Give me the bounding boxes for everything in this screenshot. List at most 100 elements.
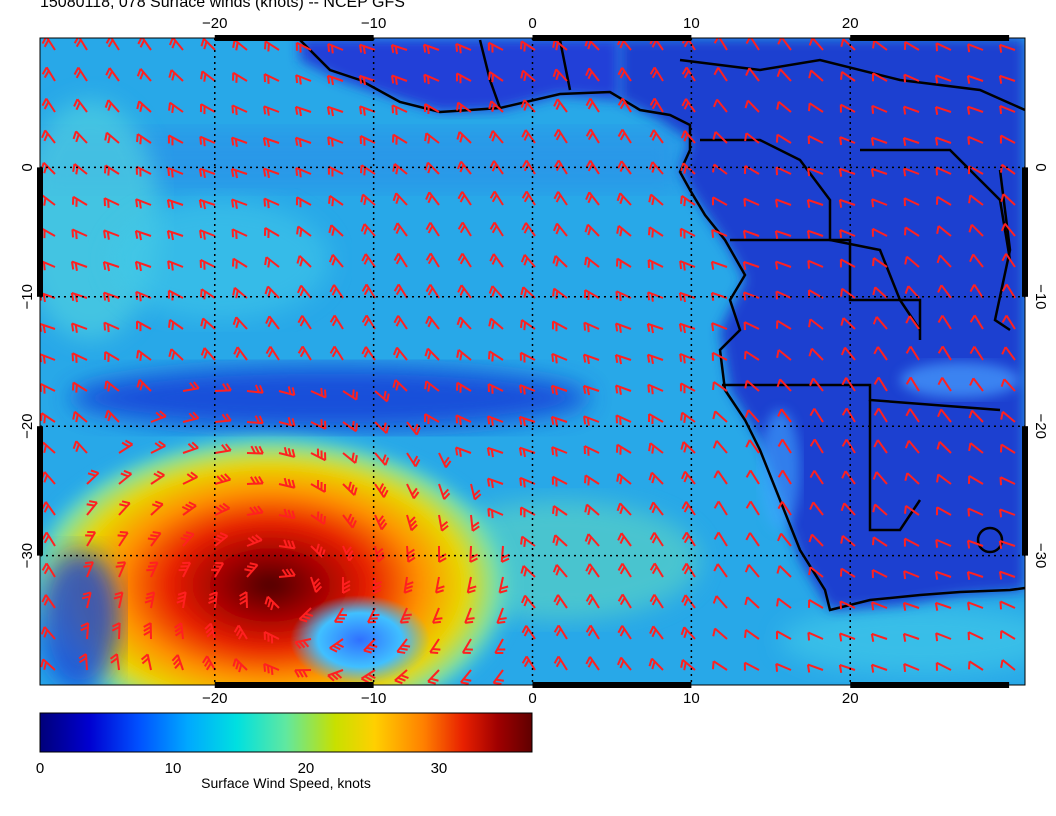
wind-barb — [342, 481, 358, 496]
wind-barb — [425, 191, 440, 206]
wind-barb — [86, 500, 98, 516]
wind-barb — [232, 39, 248, 51]
colorbar-tick-label: 0 — [36, 760, 44, 777]
wind-barb — [808, 566, 824, 578]
wind-barb — [678, 322, 696, 334]
wind-barb — [263, 105, 280, 116]
wind-barb — [934, 136, 952, 146]
wind-barb — [134, 260, 152, 272]
wind-barb — [711, 228, 728, 238]
wind-barb — [902, 601, 920, 611]
wind-barb — [967, 135, 984, 145]
wind-barb — [174, 622, 184, 640]
wind-barb — [713, 500, 728, 516]
wind-barb — [296, 225, 312, 237]
wind-barb — [713, 98, 728, 113]
wind-barb — [455, 381, 472, 393]
lat-lon-grid — [40, 38, 1025, 685]
wind-barb — [777, 469, 792, 485]
wind-barb — [649, 562, 664, 578]
lon-tick-label-bottom: −10 — [361, 690, 386, 707]
wind-barb — [585, 67, 600, 82]
wind-barb — [839, 103, 856, 113]
wind-barb — [584, 533, 600, 547]
wind-barb — [396, 638, 411, 654]
wind-barb — [776, 100, 792, 113]
wind-barb — [329, 345, 344, 361]
colorbar-label: Surface Wind Speed, knots — [201, 775, 371, 791]
wind-barb — [553, 594, 568, 609]
wind-barb — [111, 622, 121, 640]
wind-barb — [464, 607, 475, 624]
wind-barb — [232, 316, 248, 330]
wind-barb — [429, 638, 441, 655]
wind-barb — [200, 347, 216, 361]
wind-barb — [423, 73, 440, 85]
wind-barb — [777, 501, 792, 516]
wind-barb — [456, 101, 472, 113]
wind-barb — [423, 413, 440, 425]
wind-barb — [552, 534, 568, 547]
wind-barb — [903, 570, 920, 580]
wind-barb — [358, 43, 376, 55]
wind-barb — [147, 531, 162, 547]
wind-barb — [969, 284, 984, 299]
wind-barb — [487, 415, 504, 426]
lon-tick-label-top: 20 — [842, 15, 859, 32]
wind-barb — [583, 415, 600, 426]
wind-barb — [521, 222, 536, 237]
wind-barb — [263, 630, 280, 644]
wind-barb — [469, 545, 479, 563]
wind-barb — [310, 511, 326, 525]
wind-barb — [487, 41, 504, 53]
wind-barb — [342, 452, 358, 464]
wind-barb — [200, 317, 216, 330]
wind-barb — [198, 167, 216, 179]
wind-barb — [775, 319, 792, 330]
wind-barb — [937, 314, 952, 330]
colorbar-tick-label: 30 — [431, 760, 448, 777]
wind-barb — [328, 224, 344, 237]
wind-barb — [520, 565, 536, 578]
wind-barb — [806, 198, 824, 208]
wind-barb — [342, 389, 359, 401]
wind-barb — [617, 625, 632, 640]
wind-barb — [41, 66, 56, 82]
wind-barb — [391, 104, 408, 115]
wind-barb — [113, 591, 124, 609]
wind-barb — [744, 409, 760, 423]
wind-barb — [427, 669, 440, 685]
wind-barb — [903, 167, 920, 177]
wind-barb — [296, 255, 312, 268]
lon-tick-label-bottom: −20 — [202, 690, 227, 707]
wind-barb — [105, 38, 120, 51]
wind-barb — [166, 229, 184, 241]
wind-barb — [649, 532, 664, 547]
wind-barb — [998, 74, 1016, 84]
wind-barb — [422, 43, 440, 55]
wind-barb — [999, 105, 1016, 115]
wind-barb — [648, 442, 664, 454]
wind-barb — [136, 379, 152, 392]
wind-barb — [614, 353, 632, 365]
wind-barb — [551, 446, 568, 457]
wind-barb — [935, 632, 952, 642]
wind-barb — [72, 130, 88, 144]
lat-tick-label-right: −10 — [1032, 284, 1049, 309]
wind-barb — [432, 607, 443, 624]
wind-barb — [711, 660, 728, 671]
map-frame-bars — [37, 35, 1028, 688]
wind-barb — [326, 74, 344, 86]
wind-barb — [178, 561, 192, 578]
wind-barb — [457, 221, 472, 237]
wind-barb — [969, 253, 984, 268]
wind-barb — [937, 284, 952, 299]
wind-barb — [550, 415, 568, 427]
wind-barb — [744, 596, 760, 609]
wind-barb — [584, 256, 600, 268]
wind-barb — [406, 452, 421, 468]
wind-barb — [118, 439, 134, 454]
lat-tick-label-left: −20 — [19, 413, 36, 438]
wind-barb — [745, 500, 760, 516]
wind-barb — [233, 624, 248, 640]
